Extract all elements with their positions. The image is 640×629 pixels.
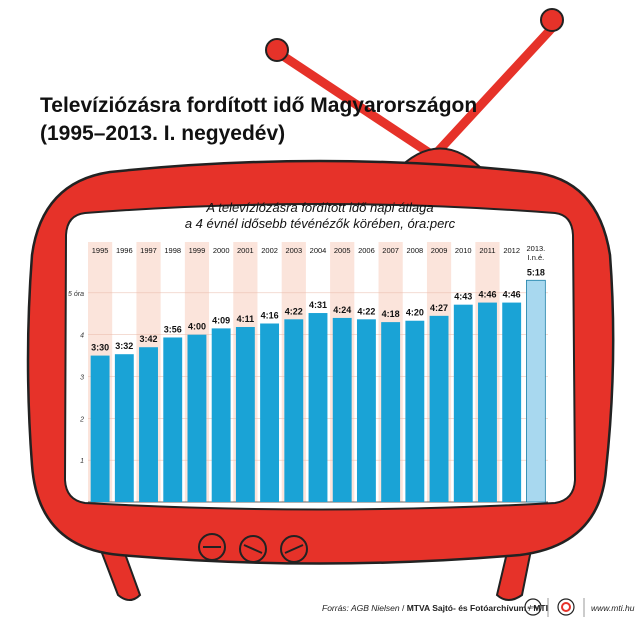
mtva-logo-text: MTVA xyxy=(527,605,538,610)
credit-text: MTVA Sajtó- és Fotóarchívum xyxy=(406,603,527,613)
x-tick-label: 2005 xyxy=(334,246,351,255)
data-label: 4:22 xyxy=(285,306,303,316)
x-tick-label: 2007 xyxy=(382,246,399,255)
data-label: 4:09 xyxy=(212,315,230,325)
tv-dial xyxy=(280,535,308,563)
subtitle-line-1: A televíziózásra fordított idő napi átla… xyxy=(206,200,434,215)
tv-dial xyxy=(198,533,226,561)
y-tick-label: 5 óra xyxy=(68,291,84,298)
bar xyxy=(453,304,473,502)
x-tick-label: 1998 xyxy=(164,246,181,255)
bar xyxy=(478,302,497,502)
title-line-1: Televíziózásra fordított idő Magyarorszá… xyxy=(40,94,478,117)
x-tick-label: 2001 xyxy=(237,246,254,255)
data-label: 4:20 xyxy=(406,308,424,318)
x-tick-label: I.n.é. xyxy=(528,253,545,262)
data-label: 4:46 xyxy=(503,290,521,300)
data-label: 3:56 xyxy=(164,324,182,334)
bar xyxy=(356,319,376,502)
data-label: 4:43 xyxy=(454,292,472,302)
antenna-left xyxy=(272,47,445,165)
y-tick-label: 4 xyxy=(80,333,84,340)
bar xyxy=(163,337,183,502)
data-label: 4:31 xyxy=(309,300,327,310)
bar xyxy=(211,328,231,502)
page-title: Televíziózásra fordított idő Magyarorszá… xyxy=(40,92,477,148)
bar xyxy=(381,322,401,502)
source-separator: / xyxy=(399,603,407,613)
data-label: 3:32 xyxy=(115,341,133,351)
x-tick-label: 2002 xyxy=(261,246,278,255)
x-tick-label: 2012 xyxy=(503,246,520,255)
agency-text: MTI xyxy=(533,603,548,613)
bar xyxy=(235,327,255,502)
data-label: 4:46 xyxy=(478,290,496,300)
title-line-2: (1995–2013. I. negyedév) xyxy=(40,122,286,145)
tv-dial xyxy=(239,535,267,563)
source-credit: Forrás: AGB Nielsen / MTVA Sajtó- és Fot… xyxy=(322,603,548,613)
bar xyxy=(405,320,425,502)
bar xyxy=(308,313,328,502)
source-separator: / xyxy=(526,603,534,613)
data-label: 4:27 xyxy=(430,303,448,313)
bar xyxy=(139,347,158,502)
data-label: 5:18 xyxy=(527,267,545,277)
bar xyxy=(526,279,546,503)
x-tick-label: 2011 xyxy=(479,246,495,255)
x-tick-label: 2004 xyxy=(310,246,327,255)
data-label: 4:18 xyxy=(382,309,400,319)
data-label: 3:30 xyxy=(91,343,109,353)
bar xyxy=(114,354,134,502)
data-label: 4:00 xyxy=(188,322,206,332)
bar xyxy=(502,302,522,502)
y-tick-label: 2 xyxy=(79,416,84,423)
bar xyxy=(90,355,110,502)
x-tick-label: 1999 xyxy=(189,246,206,255)
bar xyxy=(284,319,304,502)
data-label: 4:24 xyxy=(333,305,351,315)
bar xyxy=(260,323,280,502)
footer-url[interactable]: www.mti.hu xyxy=(591,603,635,613)
x-tick-label: 2006 xyxy=(358,246,375,255)
x-tick-label: 1995 xyxy=(92,246,109,255)
subtitle-line-2: a 4 évnél idősebb tévénézők körében, óra… xyxy=(184,216,456,231)
mti-logo xyxy=(557,598,575,616)
mtva-logo: MTVA xyxy=(524,598,542,616)
antenna-knob-left xyxy=(265,38,289,62)
x-tick-label: 2009 xyxy=(431,246,448,255)
bar-chart: 1 2 3 4 5 óra 1995 3:30 1996 3:32 1997 3:42 1998 3:5… xyxy=(68,242,548,503)
data-label: 4:16 xyxy=(261,310,279,320)
data-label: 3:42 xyxy=(140,334,158,344)
x-tick-label: 2000 xyxy=(213,246,230,255)
data-label: 4:22 xyxy=(357,306,375,316)
x-tick-label: 2013. xyxy=(527,244,546,253)
tv-leg-left xyxy=(95,539,142,601)
chart-subtitle: A televíziózásra fordított idő napi átla… xyxy=(150,200,490,232)
source-text: Forrás: AGB Nielsen xyxy=(322,603,400,613)
x-tick-label: 2010 xyxy=(455,246,472,255)
y-tick-label: 1 xyxy=(80,458,84,465)
x-tick-label: 2003 xyxy=(285,246,302,255)
bar xyxy=(429,315,449,502)
antenna-right xyxy=(425,23,557,165)
x-tick-label: 1996 xyxy=(116,246,133,255)
data-label: 4:11 xyxy=(237,314,255,324)
x-tick-label: 1997 xyxy=(140,246,157,255)
bar xyxy=(187,334,207,502)
x-tick-label: 2008 xyxy=(406,246,423,255)
y-tick-label: 3 xyxy=(80,375,84,382)
antenna-knob-right xyxy=(540,8,564,32)
bar xyxy=(332,317,352,502)
